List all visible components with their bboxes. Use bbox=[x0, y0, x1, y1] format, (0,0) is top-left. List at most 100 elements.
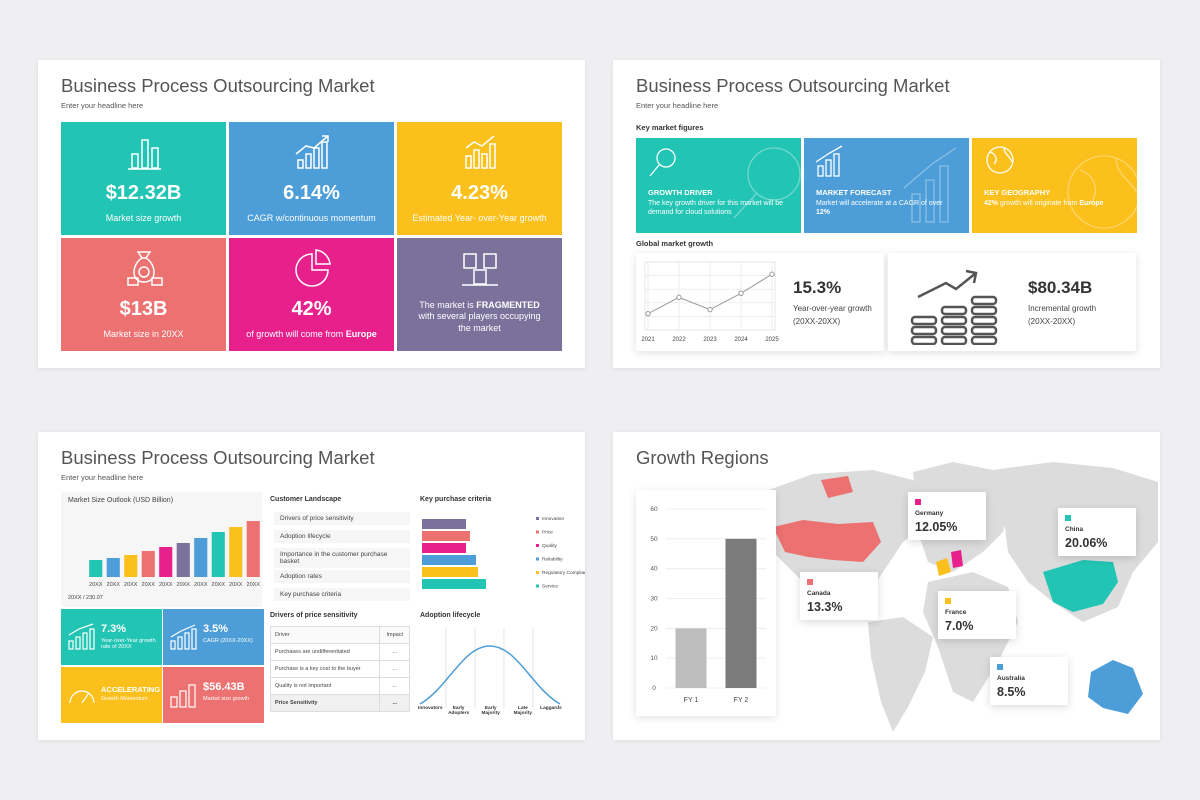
x-tick-label: 20XX bbox=[124, 582, 138, 588]
metric-label: CAGR (20XX-20XX) bbox=[203, 638, 253, 644]
table-header: Driver bbox=[269, 626, 381, 644]
card: GROWTH DRIVER The key growth driver for … bbox=[636, 138, 801, 233]
x-tick-label: 20XX bbox=[247, 582, 261, 588]
point bbox=[645, 310, 651, 317]
region-name: Canada bbox=[807, 590, 831, 597]
icon bbox=[910, 269, 998, 345]
region-value: 7.0% bbox=[945, 619, 974, 633]
x-tick-label: 20XX bbox=[212, 582, 226, 588]
x-tick-label: 20XX bbox=[142, 582, 156, 588]
bar bbox=[229, 527, 243, 577]
region-value: 13.3% bbox=[807, 600, 843, 614]
tile-label: CAGR w/continuous momentum bbox=[247, 213, 376, 223]
x-tick-label: FY 1 bbox=[684, 697, 699, 704]
card: MARKET FORECAST Market will accelerate a… bbox=[804, 138, 969, 233]
x-tick-label: 2022 bbox=[672, 337, 686, 343]
bar bbox=[422, 555, 476, 565]
stat-value: $80.34B bbox=[1028, 278, 1093, 297]
slide-title: Growth Regions bbox=[636, 447, 769, 468]
table-cell: Purchases are undifferentiated bbox=[269, 643, 381, 661]
section-heading: Key market figures bbox=[636, 123, 704, 132]
panel: 2021 2022 2023 2024 2025 15.3% Year-over-yea… bbox=[636, 253, 884, 351]
panel-title: Key purchase criteria bbox=[420, 496, 492, 503]
legend-swatch bbox=[536, 571, 539, 574]
table-cell: ... bbox=[379, 660, 410, 678]
panel: $80.34B Incremental growth (20XX-20XX) bbox=[888, 253, 1136, 351]
x-tick-label: 20XX bbox=[89, 582, 103, 588]
list-item: Drivers of price sensitivity bbox=[274, 512, 410, 525]
card-text-part: Market will accelerate at a CAGR of over bbox=[816, 200, 943, 207]
icon bbox=[462, 253, 498, 286]
card-text-part: growth will originate from bbox=[998, 200, 1080, 207]
bell-curve bbox=[419, 628, 561, 708]
icon bbox=[815, 145, 957, 223]
card-text: Market will accelerate at a CAGR of over… bbox=[816, 200, 951, 218]
region-name: France bbox=[945, 609, 967, 616]
panel-title: Adoption lifecycle bbox=[420, 612, 481, 619]
bar bbox=[106, 558, 120, 577]
table-cell: Quality is not important bbox=[269, 677, 381, 695]
list-item: Adoption rates bbox=[274, 570, 410, 583]
y-tick-label: 50 bbox=[650, 536, 658, 543]
bar bbox=[246, 521, 260, 577]
metric-label: Growth Momentum bbox=[101, 696, 148, 702]
bar bbox=[194, 538, 208, 577]
slide: Business Process Outsourcing Market Ente… bbox=[38, 432, 585, 740]
swatch bbox=[945, 598, 951, 604]
legend-label: Quality bbox=[542, 543, 558, 549]
legend-swatch bbox=[536, 517, 539, 520]
y-tick-label: 30 bbox=[650, 596, 658, 603]
tile-label: Market size in 20XX bbox=[103, 329, 184, 339]
bar bbox=[176, 543, 190, 577]
icon bbox=[649, 147, 801, 219]
icon bbox=[68, 623, 95, 650]
caption: 20XX / 230.07 bbox=[68, 595, 103, 601]
slide-title: Business Process Outsourcing Market bbox=[61, 75, 375, 96]
stage-label: Early Adopters bbox=[448, 706, 470, 716]
bar bbox=[422, 531, 470, 541]
label-text: of growth will come from bbox=[246, 329, 346, 339]
icon bbox=[295, 135, 329, 169]
y-tick-label: 20 bbox=[650, 625, 658, 632]
stage-label: Innovators bbox=[418, 706, 443, 711]
label-emphasis: FRAGMENTED bbox=[476, 300, 540, 310]
table-header: Impact bbox=[379, 626, 410, 644]
legend-label: Service bbox=[542, 584, 558, 590]
metric-value: 7.3% bbox=[101, 623, 127, 635]
panel-title: Drivers of price sensitivity bbox=[270, 612, 358, 619]
legend-swatch bbox=[536, 544, 539, 547]
icon bbox=[127, 251, 163, 286]
bar-chart: 0 10 20 30 40 50 60 FY 1 FY 2 bbox=[650, 506, 766, 704]
x-tick-label: 20XX bbox=[159, 582, 173, 588]
metric-tile: ACCELERATING Growth Momentum bbox=[61, 667, 162, 723]
y-tick-label: 0 bbox=[652, 685, 656, 692]
region-name: Germany bbox=[915, 510, 944, 517]
point bbox=[769, 271, 775, 277]
region-callout: Germany 12.05% bbox=[908, 492, 986, 540]
y-tick-label: 10 bbox=[650, 655, 658, 662]
region-callout: France 7.0% bbox=[938, 591, 1016, 639]
card-text: 42% growth will originate from Europe bbox=[984, 200, 1119, 209]
label-emphasis: Europe bbox=[345, 329, 377, 339]
metric-tile: $56.43B Market size growth bbox=[163, 667, 264, 723]
x-tick-label: 20XX bbox=[194, 582, 208, 588]
card-text-emphasis: 42% bbox=[984, 200, 999, 207]
bar bbox=[675, 628, 707, 688]
bar bbox=[422, 543, 466, 553]
tile: $13B Market size in 20XX bbox=[61, 238, 226, 351]
metric-value: $56.43B bbox=[203, 681, 245, 693]
x-tick-label: 20XX bbox=[229, 582, 243, 588]
icon bbox=[170, 684, 196, 708]
card-text: The key growth driver for this market wi… bbox=[648, 200, 783, 216]
bar bbox=[159, 547, 173, 577]
stage-label: Early Majority bbox=[481, 706, 500, 716]
x-tick-label: 2023 bbox=[703, 337, 717, 343]
hbar-chart: Innovation Price Quality Reliability Regulat… bbox=[422, 516, 585, 590]
icon bbox=[295, 249, 331, 287]
bar bbox=[422, 519, 466, 529]
card-heading: KEY GEOGRAPHY bbox=[984, 188, 1051, 197]
card-text-emphasis: 12% bbox=[816, 208, 831, 216]
icon bbox=[170, 624, 197, 650]
point bbox=[707, 306, 713, 313]
stage-label: Late Majority bbox=[513, 706, 533, 716]
